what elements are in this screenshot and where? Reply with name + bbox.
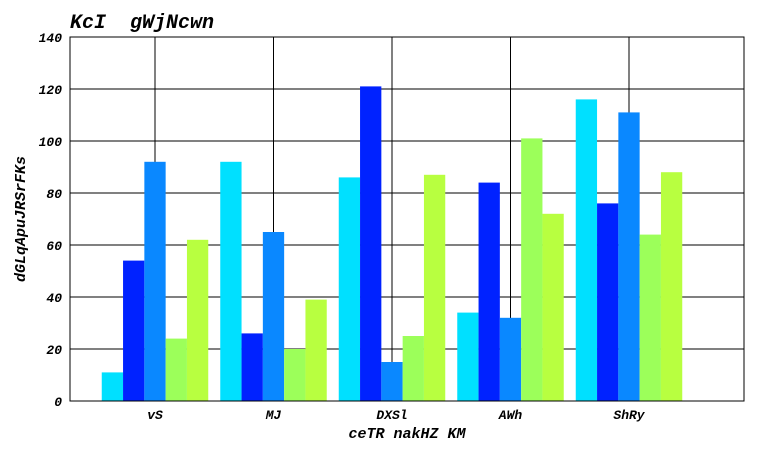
bar	[521, 138, 542, 401]
y-tick-label: 120	[39, 83, 63, 98]
bar	[339, 177, 360, 401]
y-tick-label: 0	[54, 395, 62, 410]
bar	[576, 99, 597, 401]
y-tick-label: 20	[46, 343, 62, 358]
bar	[597, 203, 618, 401]
x-tick-label: ShRy	[613, 408, 645, 423]
bar	[102, 372, 123, 401]
bar	[542, 214, 563, 401]
bar	[220, 162, 241, 401]
y-tick-label: 100	[39, 135, 63, 150]
bar	[403, 336, 424, 401]
bar	[166, 339, 187, 401]
y-tick-label: 140	[39, 31, 63, 46]
y-tick-label: 40	[46, 291, 62, 306]
x-tick-label: DXSl	[376, 408, 407, 423]
bar	[618, 112, 639, 401]
y-tick-label: 80	[46, 187, 62, 202]
chart-title: KcI gWjNcwn	[70, 12, 214, 35]
x-tick-label: MJ	[265, 408, 282, 423]
bar	[381, 362, 402, 401]
bar	[263, 232, 284, 401]
bar	[305, 300, 326, 401]
bar	[144, 162, 165, 401]
bar	[360, 86, 381, 401]
bar	[640, 235, 661, 401]
bar	[242, 333, 263, 401]
x-tick-label: vS	[147, 408, 163, 423]
x-tick-label: AWh	[498, 408, 523, 423]
bar	[661, 172, 682, 401]
y-axis-label: dGLqApuJRSrFKs	[13, 156, 30, 282]
bar	[284, 349, 305, 401]
bar	[479, 183, 500, 401]
bar	[457, 313, 478, 401]
x-axis-label: ceTR nakHZ KM	[348, 426, 466, 443]
bar	[123, 261, 144, 401]
bar	[187, 240, 208, 401]
bar	[424, 175, 445, 401]
bar	[500, 318, 521, 401]
y-tick-label: 60	[46, 239, 62, 254]
